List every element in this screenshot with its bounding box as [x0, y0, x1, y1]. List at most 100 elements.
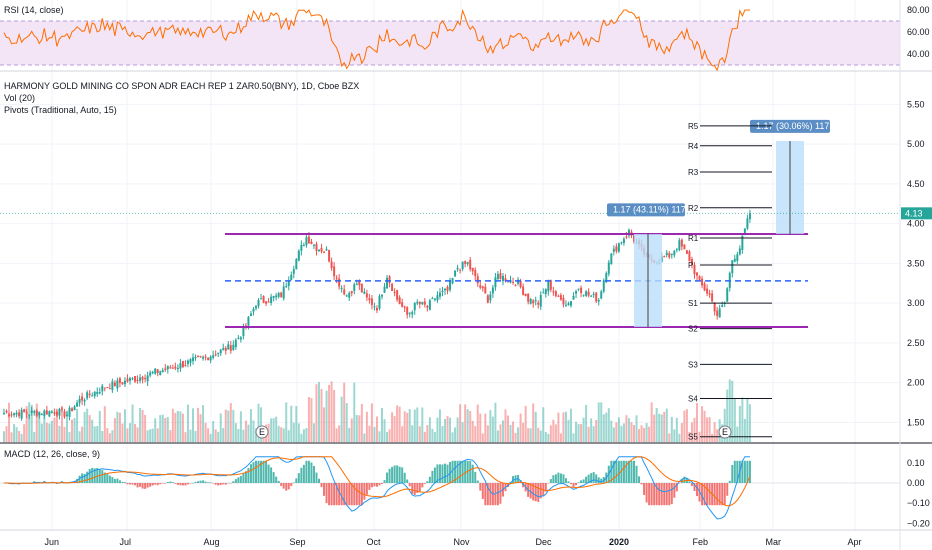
candle-body: [421, 301, 424, 305]
candle-body: [391, 283, 394, 291]
volume-bar: [570, 408, 572, 442]
candle-body: [738, 248, 741, 255]
macd-histogram-bar: [416, 483, 419, 493]
candle-body: [199, 355, 202, 357]
volume-bar: [5, 426, 8, 442]
volume-bar: [441, 426, 444, 442]
macd-histogram-bar: [227, 482, 230, 484]
candle-body: [736, 254, 739, 261]
rsi-legend[interactable]: RSI (14, close): [4, 5, 64, 15]
macd-histogram-bar: [375, 483, 378, 487]
macd-histogram-bar: [318, 478, 320, 483]
volume-legend[interactable]: Vol (20): [4, 93, 36, 103]
pivot-label-r1: R1: [688, 234, 699, 243]
candle-body: [189, 359, 192, 363]
candle-body: [270, 296, 273, 303]
volume-bar: [746, 398, 749, 442]
candle-body: [297, 250, 300, 261]
macd-histogram-bar: [189, 483, 192, 484]
volume-bar: [292, 422, 295, 442]
volume-bar: [335, 428, 338, 442]
macd-histogram-bar: [393, 465, 396, 483]
drawing-overlay[interactable]: 1.17 (43.11%) 117 1.17 (30.06%) 117 R5 R4 R3…: [225, 119, 830, 442]
pivot-label-s3: S3: [688, 360, 698, 369]
price-pane[interactable]: [3, 209, 751, 421]
candle-body: [600, 291, 603, 299]
macd-histogram-bar: [270, 467, 273, 483]
candle-body: [381, 294, 383, 297]
macd-histogram-bar: [552, 475, 555, 483]
volume-bar: [71, 419, 74, 442]
time-tick-label: Aug: [204, 537, 220, 547]
macd-histogram-bar: [139, 483, 142, 487]
candle-body: [323, 251, 326, 253]
macd-histogram-bar: [204, 481, 207, 483]
macd-histogram-bar: [567, 481, 570, 483]
volume-bar: [113, 418, 116, 442]
volume-bar: [481, 433, 484, 442]
volume-bar: [595, 419, 598, 442]
candle-body: [277, 293, 280, 297]
volume-bar: [194, 430, 197, 442]
candle-body: [255, 306, 257, 309]
candle-body: [312, 245, 315, 247]
candle-body: [663, 255, 666, 257]
volume-bar: [323, 407, 326, 442]
macd-histogram-bar: [209, 482, 212, 483]
candle-body: [302, 245, 305, 247]
candle-body: [325, 249, 328, 251]
macd-histogram-bar: [154, 483, 157, 485]
candle-body: [15, 412, 18, 415]
candle-body: [45, 410, 48, 415]
candle-body: [370, 298, 373, 305]
candle-body: [542, 292, 545, 294]
volume-bar: [96, 426, 99, 442]
volume-bar: [484, 413, 487, 442]
candle-body: [416, 301, 419, 304]
candle-body: [378, 296, 381, 309]
candle-body: [499, 273, 502, 280]
volume-bar: [509, 425, 512, 442]
candle-body: [607, 262, 610, 274]
rsi-pane[interactable]: [0, 8, 900, 72]
macd-histogram-bar: [174, 483, 177, 484]
macd-legend[interactable]: MACD (12, 26, close, 9): [4, 449, 101, 459]
candle-body: [151, 371, 154, 374]
candle-body: [184, 365, 187, 367]
volume-bar: [214, 429, 217, 442]
volume-bar: [202, 405, 205, 442]
volume-bar: [398, 406, 401, 442]
candle-body: [537, 302, 540, 305]
macd-histogram-bar: [381, 483, 383, 484]
candle-body: [78, 398, 81, 403]
candle-body: [204, 356, 207, 358]
macd-histogram-bar: [670, 483, 673, 504]
chart-title: HARMONY GOLD MINING CO SPON ADR EACH REP…: [4, 81, 360, 91]
candle-body: [484, 286, 487, 294]
volume-bar: [83, 411, 86, 442]
macd-histogram-bar: [249, 464, 252, 483]
volume-bar: [81, 426, 84, 442]
macd-histogram-bar: [305, 460, 308, 483]
volume-bar: [358, 415, 361, 442]
volume-bar: [224, 409, 227, 442]
macd-pane[interactable]: [0, 456, 900, 520]
macd-histogram-bar: [454, 460, 457, 483]
volume-bar: [348, 428, 351, 442]
candle-body: [620, 242, 623, 244]
candle-body: [572, 295, 575, 300]
volume-bar: [491, 416, 494, 442]
macd-histogram-bar: [401, 467, 404, 483]
candle-body: [265, 301, 268, 304]
volume-bar: [249, 409, 252, 442]
candle-body: [690, 259, 693, 265]
volume-bar: [474, 426, 477, 442]
candle-body: [733, 258, 736, 262]
volume-bar: [507, 415, 509, 442]
candle-body: [580, 287, 583, 293]
volume-bar: [48, 423, 51, 442]
macd-histogram-bar: [438, 464, 441, 483]
volume-bar: [728, 379, 731, 442]
pivots-legend[interactable]: Pivots (Traditional, Auto, 15): [4, 105, 117, 115]
